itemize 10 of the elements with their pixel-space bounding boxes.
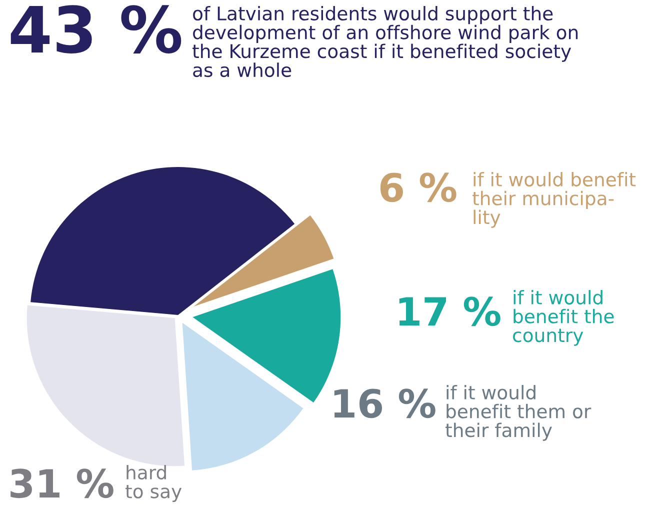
data-label: 31 %: [10, 468, 114, 498]
slice-label: hard to say: [126, 465, 182, 502]
slice-label: if it would benefit their municipa- lity: [472, 172, 636, 228]
slice-label: of Latvian residents would support the development of an offshore wind park on the Kurzeme coast if it benefited society as a whole: [192, 6, 578, 78]
data-label: 16 %: [334, 388, 436, 418]
data-label: 17 %: [399, 296, 500, 326]
slice-label: if it would benefit the country: [513, 290, 614, 346]
slice-label: if it would benefit them or their family: [446, 385, 592, 441]
data-label: 6 %: [380, 172, 456, 202]
data-label: 43 %: [10, 5, 182, 54]
